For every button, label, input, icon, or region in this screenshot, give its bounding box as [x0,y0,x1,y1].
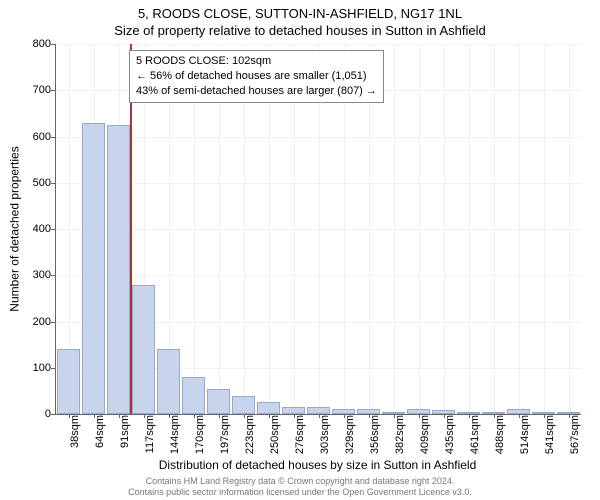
histogram-bar [332,409,356,414]
x-tick-label: 514sqm [515,415,531,454]
histogram-bar [207,389,231,414]
chart-title: 5, ROODS CLOSE, SUTTON-IN-ASHFIELD, NG17… [0,6,600,21]
x-tick-label: 144sqm [165,415,181,454]
histogram-bar [232,396,256,415]
x-axis-label: Distribution of detached houses by size … [55,458,580,472]
y-axis-label: Number of detached properties [8,44,22,414]
x-tick-label: 488sqm [490,415,506,454]
x-tick-label: 170sqm [190,415,206,454]
x-tick-label: 64sqm [90,415,106,448]
histogram-bar [307,407,331,414]
histogram-bar [282,407,306,414]
property-size-histogram: 5, ROODS CLOSE, SUTTON-IN-ASHFIELD, NG17… [0,0,600,500]
histogram-bar [132,285,156,415]
x-tick-label: 303sqm [315,415,331,454]
plot-area: 010020030040050060070080038sqm64sqm91sqm… [55,44,581,415]
histogram-bar [57,349,81,414]
x-tick-label: 117sqm [140,415,156,453]
chart-subtitle: Size of property relative to detached ho… [0,23,600,38]
annotation-line: 5 ROODS CLOSE: 102sqm [136,54,377,69]
x-tick-label: 567sqm [565,415,581,454]
histogram-bar [257,402,281,414]
histogram-bar [532,412,556,414]
x-tick-label: 461sqm [465,415,481,454]
x-tick-label: 197sqm [215,415,231,454]
y-tick-label: 0 [45,408,55,420]
x-tick-label: 435sqm [440,415,456,454]
x-tick-label: 250sqm [265,415,281,454]
histogram-bar [457,412,481,414]
annotation-box: 5 ROODS CLOSE: 102sqm ← 56% of detached … [129,50,384,103]
x-tick-label: 356sqm [365,415,381,454]
x-tick-label: 38sqm [65,415,81,448]
histogram-bar [407,409,431,414]
x-tick-label: 541sqm [540,415,556,454]
histogram-bar [557,412,581,414]
histogram-bar [357,409,381,414]
x-tick-label: 223sqm [240,415,256,454]
y-tick-label: 800 [33,38,55,50]
x-tick-label: 382sqm [390,415,406,454]
histogram-bar [182,377,206,414]
y-tick-label: 100 [33,362,55,374]
histogram-bar [107,125,131,414]
y-tick-label: 500 [33,177,55,189]
x-tick-label: 409sqm [415,415,431,454]
histogram-bar [482,412,506,414]
attribution-footer: Contains HM Land Registry data © Crown c… [0,476,600,498]
x-tick-label: 276sqm [290,415,306,454]
annotation-line: 43% of semi-detached houses are larger (… [136,84,377,99]
annotation-line: ← 56% of detached houses are smaller (1,… [136,69,377,84]
x-tick-label: 329sqm [340,415,356,454]
histogram-bar [432,410,456,414]
y-tick-label: 400 [33,223,55,235]
histogram-bar [382,412,406,414]
x-tick-label: 91sqm [115,415,131,448]
y-tick-label: 700 [33,84,55,96]
y-tick-label: 300 [33,269,55,281]
y-tick-label: 600 [33,131,55,143]
histogram-bar [82,123,106,414]
histogram-bar [507,409,531,414]
histogram-bar [157,349,181,414]
y-tick-label: 200 [33,316,55,328]
